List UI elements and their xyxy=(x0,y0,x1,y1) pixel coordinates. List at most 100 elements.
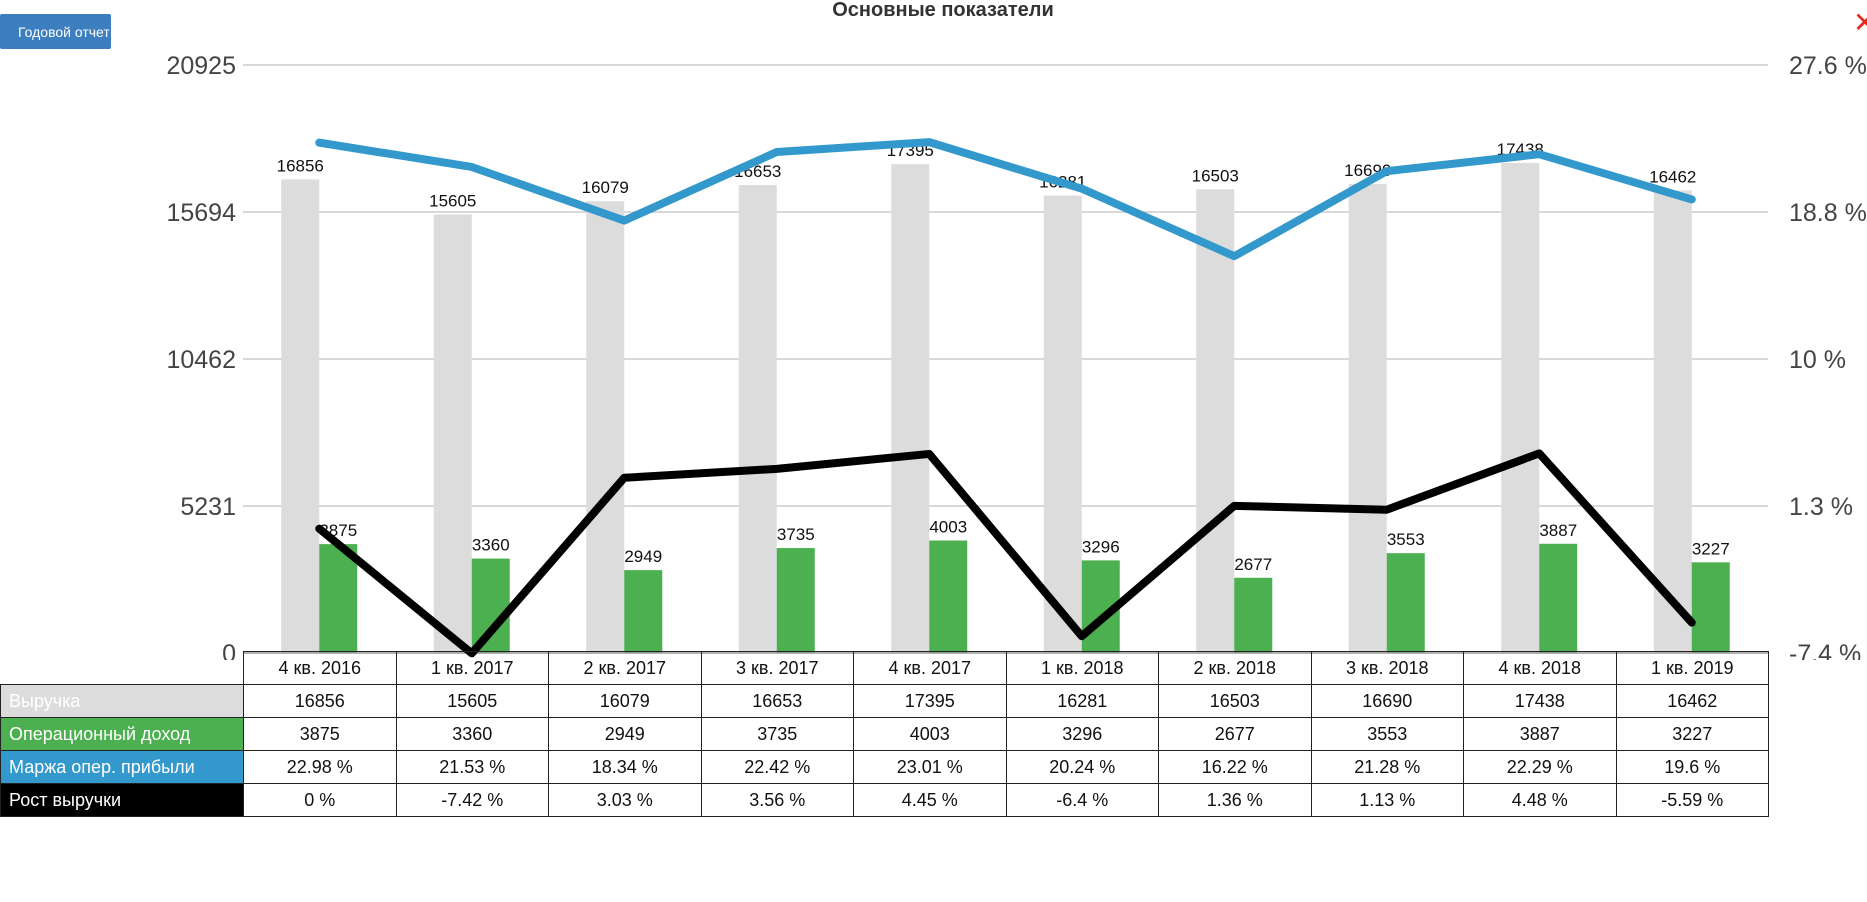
table-cell: 18.34 % xyxy=(548,750,702,784)
left-axis-tick-label: 5231 xyxy=(180,493,236,521)
category-label: 4 кв. 2016 xyxy=(243,651,397,685)
right-axis-tick-label: 27.6 % xyxy=(1789,52,1867,80)
category-label: 4 кв. 2018 xyxy=(1463,651,1617,685)
revenue-growth-series-line xyxy=(315,449,1696,658)
left-axis-tick-label: 10462 xyxy=(166,346,236,374)
revenue-bar xyxy=(433,214,472,654)
table-cell: 19.6 % xyxy=(1615,750,1769,784)
revenue-data-label: 16079 xyxy=(582,178,629,197)
table-cell: 3360 xyxy=(395,717,549,751)
revenue-bar xyxy=(1348,184,1387,654)
table-cell: 16.22 % xyxy=(1158,750,1312,784)
table-cell: 3227 xyxy=(1615,717,1769,751)
operating-income-data-label: 2949 xyxy=(624,547,662,566)
revenue-data-label: 16462 xyxy=(1649,167,1696,186)
revenue-bar xyxy=(586,201,625,654)
revenue-bar xyxy=(738,185,777,653)
table-cell: 3875 xyxy=(243,717,397,751)
table-cell: 16079 xyxy=(548,684,702,718)
operating-income-bar xyxy=(624,570,663,653)
table-cell: -6.4 % xyxy=(1005,783,1159,817)
operating-income-data-label: 3360 xyxy=(472,536,510,555)
operating-income-data-label: 3553 xyxy=(1387,530,1425,549)
table-cell: 16856 xyxy=(243,684,397,718)
table-cell: 1.36 % xyxy=(1158,783,1312,817)
table-cell: 17395 xyxy=(853,684,1007,718)
operating-income-bar xyxy=(319,544,358,653)
category-label: 3 кв. 2018 xyxy=(1310,651,1464,685)
operating-income-bar xyxy=(1386,553,1425,653)
table-header-row: 4 кв. 2016 1 кв. 2017 2 кв. 2017 3 кв. 2017… xyxy=(0,651,1769,685)
table-cell: 3735 xyxy=(700,717,854,751)
operating-income-data-label: 3735 xyxy=(777,525,815,544)
table-cell: 3296 xyxy=(1005,717,1159,751)
table-row: Рост выручки 0 % -7.42 % 3.03 % 3.56 % 4.45 %… xyxy=(0,783,1769,817)
table-cell: 22.42 % xyxy=(700,750,854,784)
table-cell: 4.48 % xyxy=(1463,783,1617,817)
table-cell: 17438 xyxy=(1463,684,1617,718)
chart-title: Основные показатели xyxy=(832,0,1054,21)
right-axis-tick-label: 18.8 % xyxy=(1789,199,1867,227)
table-cell: 2949 xyxy=(548,717,702,751)
table-cell: 23.01 % xyxy=(853,750,1007,784)
operating-income-bar xyxy=(471,558,510,653)
table-corner xyxy=(0,651,244,685)
table-cell: 16462 xyxy=(1615,684,1769,718)
table-cell: 16690 xyxy=(1310,684,1464,718)
left-axis-tick-label: 15694 xyxy=(166,199,236,227)
operating-income-bar xyxy=(1539,543,1578,653)
table-cell: 1.13 % xyxy=(1310,783,1464,817)
category-label: 1 кв. 2019 xyxy=(1615,651,1769,685)
right-axis-tick-label: -7.4 % xyxy=(1789,640,1861,660)
table-cell: 4.45 % xyxy=(853,783,1007,817)
revenue-bar xyxy=(1043,195,1082,654)
table-cell: 2677 xyxy=(1158,717,1312,751)
table-cell: -5.59 % xyxy=(1615,783,1769,817)
table-cell: 22.29 % xyxy=(1463,750,1617,784)
revenue-bar xyxy=(1501,162,1540,653)
operating-income-bar xyxy=(776,548,815,653)
operating-income-data-label: 2677 xyxy=(1234,555,1272,574)
table-cell: 16653 xyxy=(700,684,854,718)
right-axis-tick-label: 10 % xyxy=(1789,346,1846,374)
revenue-bar xyxy=(891,164,930,653)
table-cell: 0 % xyxy=(243,783,397,817)
close-icon[interactable]: ✕ xyxy=(1853,6,1867,39)
category-label: 1 кв. 2017 xyxy=(395,651,549,685)
operating-income-bar xyxy=(1234,577,1273,653)
table-row: Выручка 16856 15605 16079 16653 17395 16281 165… xyxy=(0,684,1769,718)
table-cell: 15605 xyxy=(395,684,549,718)
row-label: Выручка xyxy=(0,684,244,718)
operating-income-bar xyxy=(1691,562,1730,653)
right-axis-tick-label: 1.3 % xyxy=(1789,493,1853,521)
row-label: Рост выручки xyxy=(0,783,244,817)
operating-income-data-label: 4003 xyxy=(929,518,967,537)
table-cell: 4003 xyxy=(853,717,1007,751)
table-cell: 20.24 % xyxy=(1005,750,1159,784)
category-label: 4 кв. 2017 xyxy=(853,651,1007,685)
table-cell: 3.03 % xyxy=(548,783,702,817)
row-label: Операционный доход xyxy=(0,717,244,751)
operating-income-data-label: 3227 xyxy=(1692,539,1730,558)
operating-income-data-label: 3296 xyxy=(1082,537,1120,556)
table-cell: 21.28 % xyxy=(1310,750,1464,784)
table-cell: 3553 xyxy=(1310,717,1464,751)
operating-income-bar xyxy=(929,540,968,653)
table-row: Маржа опер. прибыли 22.98 % 21.53 % 18.34 %… xyxy=(0,750,1769,784)
category-label: 3 кв. 2017 xyxy=(700,651,854,685)
data-table: 4 кв. 2016 1 кв. 2017 2 кв. 2017 3 кв. 2017… xyxy=(0,651,1769,817)
revenue-bar xyxy=(1196,189,1235,654)
table-cell: 16503 xyxy=(1158,684,1312,718)
row-label: Маржа опер. прибыли xyxy=(0,750,244,784)
margin-series-line xyxy=(315,138,1696,261)
revenue-data-label: 16856 xyxy=(277,156,324,175)
chart: Основные показатели 0 -7.4 %5231 1.3 %1046… xyxy=(166,0,1867,660)
table-cell: 16281 xyxy=(1005,684,1159,718)
table-cell: 21.53 % xyxy=(395,750,549,784)
table-cell: 22.98 % xyxy=(243,750,397,784)
annual-report-button[interactable]: Годовой отчет xyxy=(0,14,111,49)
table-row: Операционный доход 3875 3360 2949 3735 4003 32… xyxy=(0,717,1769,751)
revenue-bar xyxy=(1653,190,1692,653)
revenue-bar xyxy=(281,179,320,653)
category-label: 2 кв. 2018 xyxy=(1158,651,1312,685)
